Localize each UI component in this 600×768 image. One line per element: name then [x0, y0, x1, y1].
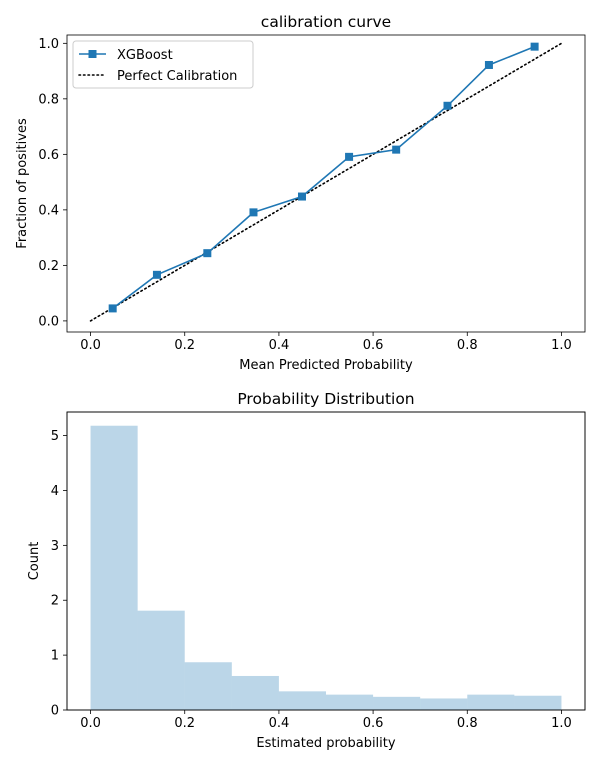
y-axis-label: Count	[27, 542, 42, 581]
y-tick-label: 0.6	[38, 148, 59, 163]
histogram-bar	[467, 694, 515, 710]
xgboost-point	[297, 192, 306, 201]
axes-frame	[66, 34, 586, 333]
legend-xgboost-marker	[88, 50, 97, 58]
x-tick-label: 0.2	[174, 716, 195, 731]
histogram-bars	[90, 425, 562, 710]
legend: XGBoost Perfect Calibration	[72, 40, 254, 89]
x-tick-label: 0.2	[174, 338, 195, 353]
xgboost-point	[152, 270, 161, 279]
xgboost-line	[112, 45, 535, 310]
chart-title: calibration curve	[261, 13, 391, 31]
y-tick-label: 2	[51, 594, 59, 609]
y-tick-label: 5	[51, 429, 59, 444]
x-tick-label: 0.4	[269, 716, 290, 731]
x-tick-label: 0.6	[363, 716, 384, 731]
y-tick-label: 0	[51, 704, 59, 719]
legend-box	[72, 40, 254, 89]
legend-xgboost-label: XGBoost	[117, 48, 173, 63]
chart-title: Probability Distribution	[237, 390, 414, 408]
x-tick-label: 0.8	[457, 338, 478, 353]
axes-frame-overlay	[66, 411, 586, 711]
y-tick-label: 0.8	[38, 92, 59, 107]
y-tick-label: 3	[51, 539, 59, 554]
xgboost-point	[443, 101, 452, 110]
x-tick-label: 1.0	[551, 338, 572, 353]
xgboost-point	[249, 208, 258, 217]
xgboost-point	[203, 249, 212, 258]
xgboost-point	[108, 304, 117, 313]
histogram-bar	[326, 694, 374, 710]
histogram-bar	[184, 662, 232, 710]
x-tick-label: 0.4	[269, 338, 290, 353]
histogram-bar	[278, 691, 326, 710]
x-tick-label: 0.6	[363, 338, 384, 353]
calibration-plot: 0.0 0.2 0.4 0.6 0.8 1.0 0.0 0.2 0.4 0.6 0.8 1.0 cali…	[15, 13, 586, 373]
y-tick-label: 0.4	[38, 203, 59, 218]
x-tick-label: 1.0	[551, 716, 572, 731]
x-tick-label: 0.0	[80, 338, 101, 353]
y-axis-label: Fraction of positives	[15, 118, 30, 249]
histogram-bar	[137, 610, 185, 710]
x-tick-label: 0.0	[80, 716, 101, 731]
xgboost-point	[345, 152, 354, 161]
y-tick-label: 4	[51, 484, 59, 499]
y-tick-label: 0.0	[38, 314, 59, 329]
histogram-bar	[231, 675, 279, 710]
xgboost-point	[392, 145, 401, 154]
xgboost-point	[484, 60, 493, 69]
y-tick-label: 1.0	[38, 37, 59, 52]
histogram-bar	[420, 698, 468, 710]
histogram-bar	[90, 425, 138, 710]
y-tick-label: 1	[51, 649, 59, 664]
x-tick-label: 0.8	[457, 716, 478, 731]
y-tick-label: 0.2	[38, 259, 59, 274]
x-axis-label: Mean Predicted Probability	[239, 358, 413, 373]
histogram-bar	[373, 696, 421, 710]
histogram-bar	[514, 695, 562, 710]
perfect-calibration-line	[89, 42, 563, 322]
x-axis-label: Estimated probability	[256, 736, 395, 751]
xgboost-point	[530, 42, 539, 51]
legend-perfect-label: Perfect Calibration	[117, 69, 237, 84]
probability-distribution-plot: 0.0 0.2 0.4 0.6 0.8 1.0 0 1 2 3 4 5 Probability Dist…	[27, 390, 586, 751]
